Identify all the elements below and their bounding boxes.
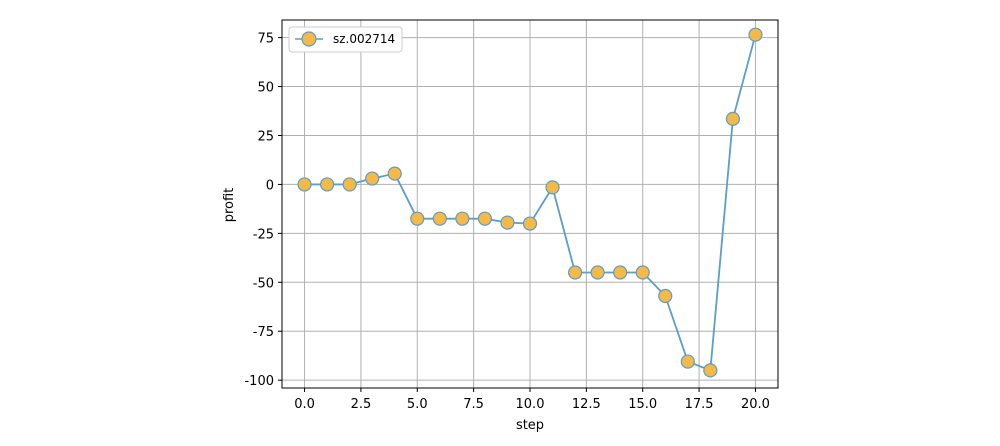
data-point — [590, 265, 605, 280]
data-point — [500, 215, 515, 230]
y-tick-label: -75 — [253, 325, 274, 340]
x-axis-ticks: 0.0 2.5 5.0 7.5 10.0 12.5 15.0 17.5 20.0 — [294, 388, 770, 412]
legend-box — [288, 26, 403, 53]
data-point — [680, 354, 695, 369]
data-point — [703, 363, 718, 378]
x-tick-label: 15.0 — [628, 397, 657, 412]
data-point — [387, 166, 402, 181]
x-tick-label: 12.5 — [572, 397, 601, 412]
data-point — [748, 27, 763, 42]
data-point — [567, 265, 583, 280]
data-point — [545, 180, 560, 195]
grid-lines — [282, 20, 778, 388]
data-point — [725, 111, 741, 126]
x-tick-label: 10.0 — [516, 397, 545, 412]
y-tick-label: 25 — [257, 129, 274, 144]
series-layer — [297, 27, 763, 378]
data-point — [342, 177, 357, 192]
x-tick-label: 2.5 — [351, 397, 372, 412]
y-tick-label: 0 — [266, 178, 274, 193]
y-tick-label: 75 — [257, 32, 274, 47]
data-point — [635, 265, 650, 280]
x-tick-label: 5.0 — [407, 397, 428, 412]
y-tick-label: -25 — [253, 227, 274, 242]
data-point — [365, 171, 380, 186]
data-point — [522, 216, 538, 231]
data-point — [432, 211, 447, 226]
data-point — [455, 211, 470, 226]
data-point — [319, 177, 335, 192]
x-axis-label: step — [516, 418, 544, 433]
data-point — [297, 177, 312, 192]
data-point — [613, 265, 628, 280]
y-axis-ticks: 75 50 25 0 -25 -50 -75 -100 — [244, 32, 282, 389]
data-point — [477, 211, 493, 226]
legend-marker-swatch — [301, 31, 317, 47]
y-tick-label: 50 — [257, 81, 274, 96]
x-tick-label: 20.0 — [741, 397, 770, 412]
y-tick-label: -50 — [253, 276, 274, 291]
x-tick-label: 17.5 — [685, 397, 714, 412]
x-tick-label: 7.5 — [463, 397, 484, 412]
x-tick-label: 0.0 — [294, 397, 315, 412]
legend-entry-sz002714: sz.002714 — [333, 32, 395, 46]
y-tick-label: -100 — [244, 374, 274, 389]
data-point — [410, 211, 425, 226]
y-axis-label: profit — [222, 188, 237, 223]
data-point — [658, 288, 673, 304]
legend: sz.002714 — [288, 26, 403, 53]
